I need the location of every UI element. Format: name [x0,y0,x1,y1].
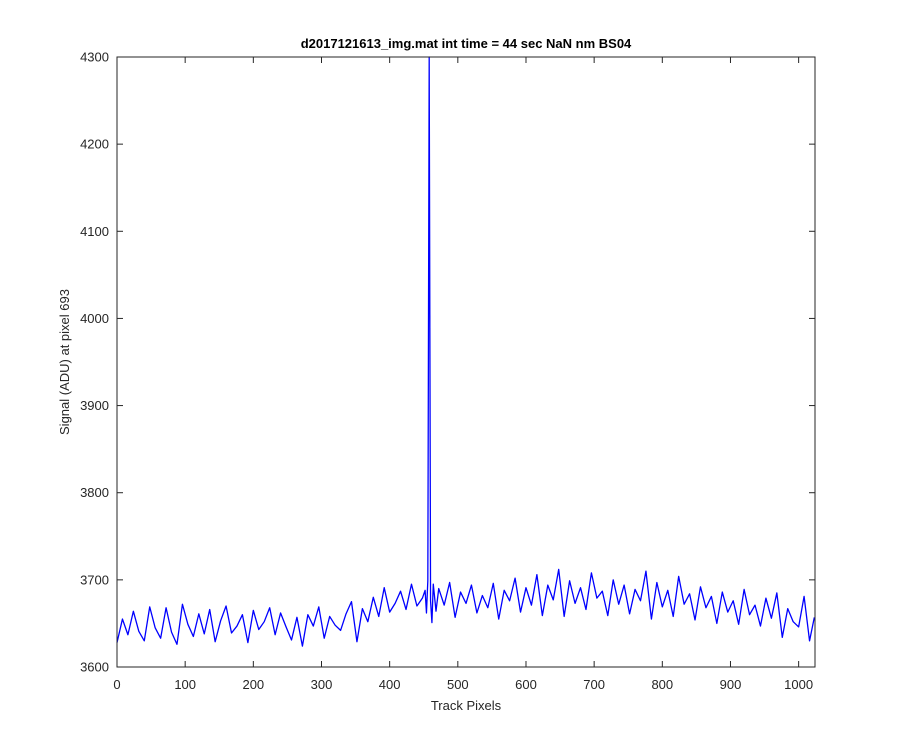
x-tick-label: 600 [515,677,537,692]
x-tick-label: 300 [311,677,333,692]
x-tick-label: 900 [720,677,742,692]
y-tick-label: 3800 [80,485,109,500]
y-tick-label: 4000 [80,311,109,326]
y-tick-label: 3900 [80,398,109,413]
x-tick-label: 0 [113,677,120,692]
x-tick-label: 500 [447,677,469,692]
x-tick-label: 400 [379,677,401,692]
plot-area [117,57,815,667]
y-axis: 3600 3700 3800 3900 4000 4100 4200 4300 [80,50,815,675]
y-axis-label: Signal (ADU) at pixel 693 [57,289,72,435]
series-line-0 [116,56,815,647]
x-axis: 0 100 200 300 400 500 600 700 800 900 1000 [113,57,813,692]
x-tick-label: 100 [174,677,196,692]
y-tick-label: 4300 [80,50,109,65]
x-tick-label: 200 [242,677,264,692]
series-layer [116,56,815,647]
chart-title: d2017121613_img.mat int time = 44 sec Na… [301,36,632,51]
x-tick-label: 1000 [784,677,813,692]
y-tick-label: 4200 [80,137,109,152]
y-tick-label: 4100 [80,224,109,239]
plot-frame [116,56,816,668]
x-tick-label: 800 [651,677,673,692]
y-tick-label: 3600 [80,660,109,675]
x-tick-label: 700 [583,677,605,692]
x-axis-label: Track Pixels [431,698,502,713]
y-tick-label: 3700 [80,572,109,587]
